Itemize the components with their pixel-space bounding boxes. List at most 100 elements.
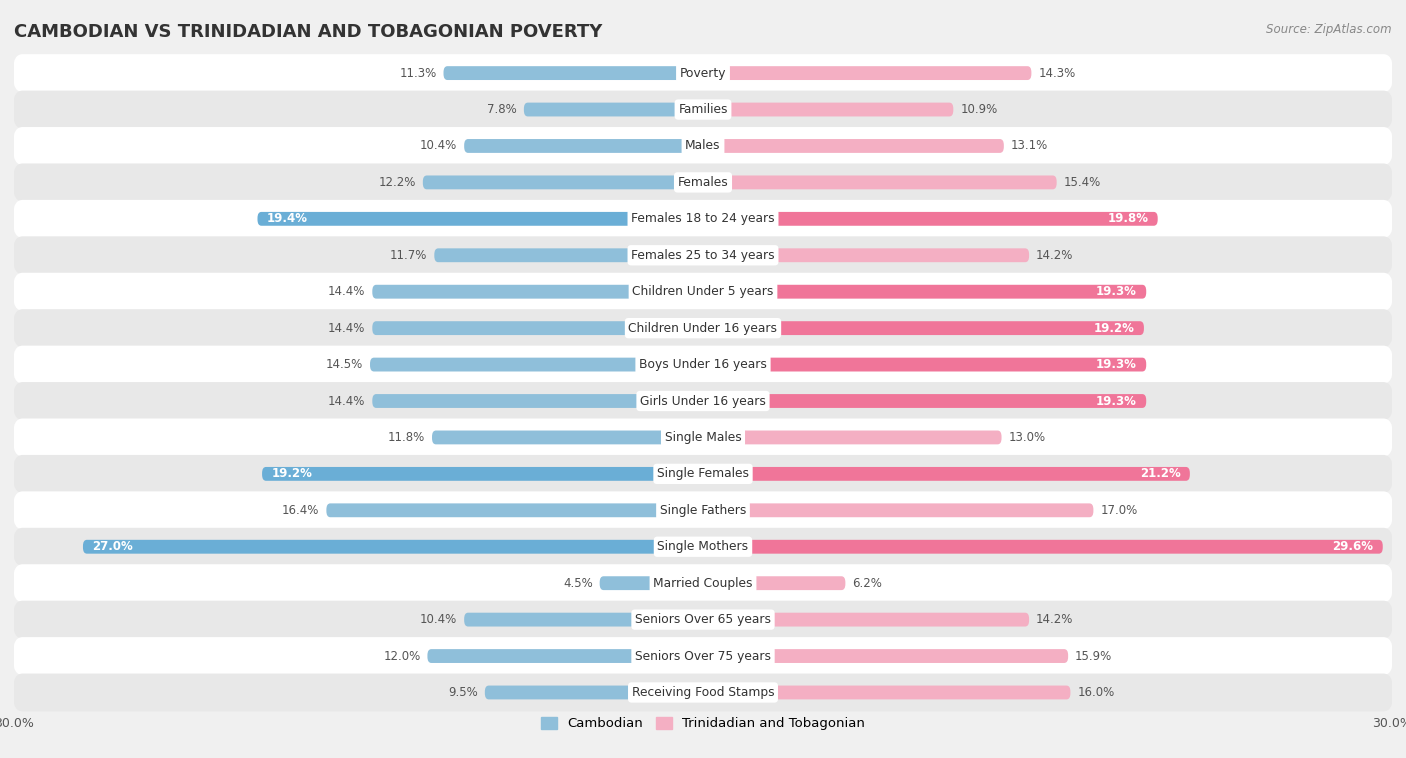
Text: 15.4%: 15.4% — [1063, 176, 1101, 189]
Text: Single Mothers: Single Mothers — [658, 540, 748, 553]
Text: 14.5%: 14.5% — [326, 358, 363, 371]
FancyBboxPatch shape — [13, 164, 1393, 202]
FancyBboxPatch shape — [13, 600, 1393, 638]
Text: 10.9%: 10.9% — [960, 103, 997, 116]
FancyBboxPatch shape — [443, 66, 703, 80]
Text: 27.0%: 27.0% — [93, 540, 134, 553]
FancyBboxPatch shape — [257, 212, 703, 226]
FancyBboxPatch shape — [703, 285, 1146, 299]
FancyBboxPatch shape — [703, 540, 1382, 553]
FancyBboxPatch shape — [13, 564, 1393, 602]
FancyBboxPatch shape — [423, 176, 703, 190]
Text: 19.3%: 19.3% — [1097, 358, 1137, 371]
Text: 14.2%: 14.2% — [1036, 613, 1073, 626]
Text: Single Fathers: Single Fathers — [659, 504, 747, 517]
FancyBboxPatch shape — [703, 576, 845, 590]
Text: Females 18 to 24 years: Females 18 to 24 years — [631, 212, 775, 225]
FancyBboxPatch shape — [373, 394, 703, 408]
FancyBboxPatch shape — [703, 431, 1001, 444]
FancyBboxPatch shape — [703, 649, 1069, 663]
FancyBboxPatch shape — [703, 249, 1029, 262]
FancyBboxPatch shape — [13, 418, 1393, 456]
Text: 14.4%: 14.4% — [328, 285, 366, 298]
Text: 21.2%: 21.2% — [1140, 468, 1181, 481]
Text: 13.0%: 13.0% — [1008, 431, 1046, 444]
Text: 16.4%: 16.4% — [283, 504, 319, 517]
Text: Single Females: Single Females — [657, 468, 749, 481]
Text: Children Under 16 years: Children Under 16 years — [628, 321, 778, 334]
Text: 15.9%: 15.9% — [1076, 650, 1112, 662]
FancyBboxPatch shape — [13, 382, 1393, 420]
Text: 6.2%: 6.2% — [852, 577, 882, 590]
Text: 14.2%: 14.2% — [1036, 249, 1073, 262]
FancyBboxPatch shape — [485, 685, 703, 700]
Text: 14.4%: 14.4% — [328, 321, 366, 334]
FancyBboxPatch shape — [13, 528, 1393, 565]
FancyBboxPatch shape — [13, 637, 1393, 675]
FancyBboxPatch shape — [262, 467, 703, 481]
Text: Receiving Food Stamps: Receiving Food Stamps — [631, 686, 775, 699]
Text: 19.2%: 19.2% — [1094, 321, 1135, 334]
FancyBboxPatch shape — [13, 236, 1393, 274]
FancyBboxPatch shape — [13, 455, 1393, 493]
FancyBboxPatch shape — [524, 102, 703, 117]
FancyBboxPatch shape — [703, 503, 1094, 517]
Text: Males: Males — [685, 139, 721, 152]
Legend: Cambodian, Trinidadian and Tobagonian: Cambodian, Trinidadian and Tobagonian — [536, 712, 870, 735]
FancyBboxPatch shape — [703, 612, 1029, 627]
Text: Source: ZipAtlas.com: Source: ZipAtlas.com — [1267, 23, 1392, 36]
FancyBboxPatch shape — [83, 540, 703, 553]
Text: 17.0%: 17.0% — [1101, 504, 1137, 517]
FancyBboxPatch shape — [703, 394, 1146, 408]
FancyBboxPatch shape — [13, 674, 1393, 712]
Text: Females: Females — [678, 176, 728, 189]
FancyBboxPatch shape — [13, 54, 1393, 92]
Text: 12.2%: 12.2% — [378, 176, 416, 189]
FancyBboxPatch shape — [703, 176, 1057, 190]
FancyBboxPatch shape — [13, 273, 1393, 311]
Text: Girls Under 16 years: Girls Under 16 years — [640, 394, 766, 408]
Text: Families: Families — [678, 103, 728, 116]
Text: Boys Under 16 years: Boys Under 16 years — [640, 358, 766, 371]
Text: 13.1%: 13.1% — [1011, 139, 1047, 152]
Text: 4.5%: 4.5% — [562, 577, 593, 590]
FancyBboxPatch shape — [703, 212, 1157, 226]
Text: 11.3%: 11.3% — [399, 67, 437, 80]
FancyBboxPatch shape — [370, 358, 703, 371]
FancyBboxPatch shape — [464, 612, 703, 627]
FancyBboxPatch shape — [13, 491, 1393, 529]
FancyBboxPatch shape — [13, 127, 1393, 165]
FancyBboxPatch shape — [703, 102, 953, 117]
FancyBboxPatch shape — [703, 685, 1070, 700]
FancyBboxPatch shape — [703, 66, 1032, 80]
FancyBboxPatch shape — [373, 285, 703, 299]
Text: Females 25 to 34 years: Females 25 to 34 years — [631, 249, 775, 262]
Text: Seniors Over 75 years: Seniors Over 75 years — [636, 650, 770, 662]
FancyBboxPatch shape — [373, 321, 703, 335]
Text: 29.6%: 29.6% — [1333, 540, 1374, 553]
Text: Poverty: Poverty — [679, 67, 727, 80]
Text: 16.0%: 16.0% — [1077, 686, 1115, 699]
FancyBboxPatch shape — [13, 346, 1393, 384]
FancyBboxPatch shape — [432, 431, 703, 444]
FancyBboxPatch shape — [464, 139, 703, 153]
Text: 19.3%: 19.3% — [1097, 394, 1137, 408]
Text: 11.8%: 11.8% — [388, 431, 425, 444]
FancyBboxPatch shape — [703, 358, 1146, 371]
Text: 14.4%: 14.4% — [328, 394, 366, 408]
FancyBboxPatch shape — [703, 139, 1004, 153]
Text: 9.5%: 9.5% — [449, 686, 478, 699]
Text: CAMBODIAN VS TRINIDADIAN AND TOBAGONIAN POVERTY: CAMBODIAN VS TRINIDADIAN AND TOBAGONIAN … — [14, 23, 602, 41]
Text: 10.4%: 10.4% — [420, 139, 457, 152]
FancyBboxPatch shape — [599, 576, 703, 590]
Text: 19.3%: 19.3% — [1097, 285, 1137, 298]
Text: 10.4%: 10.4% — [420, 613, 457, 626]
FancyBboxPatch shape — [13, 200, 1393, 238]
FancyBboxPatch shape — [434, 249, 703, 262]
Text: 19.8%: 19.8% — [1108, 212, 1149, 225]
FancyBboxPatch shape — [427, 649, 703, 663]
FancyBboxPatch shape — [13, 91, 1393, 128]
FancyBboxPatch shape — [13, 309, 1393, 347]
FancyBboxPatch shape — [703, 467, 1189, 481]
Text: 7.8%: 7.8% — [488, 103, 517, 116]
